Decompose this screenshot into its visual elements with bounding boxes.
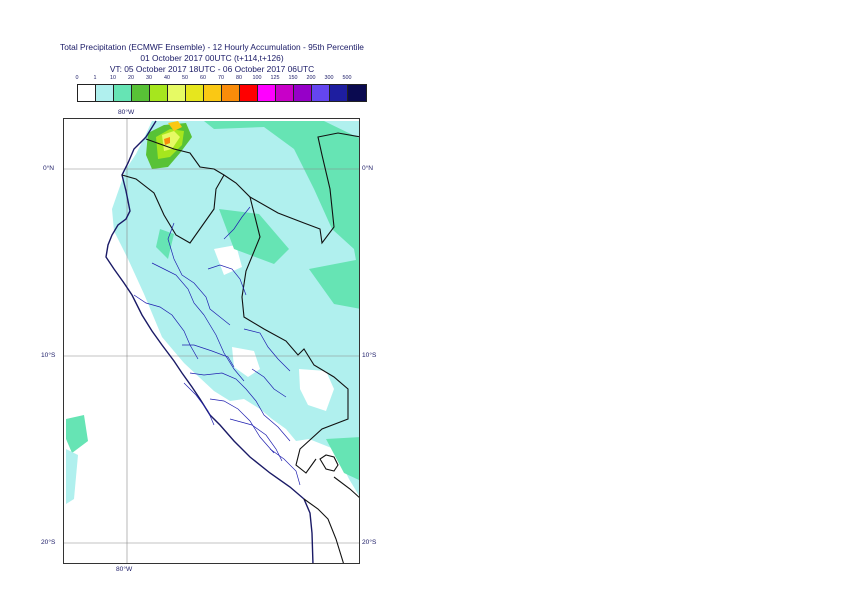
legend-swatch xyxy=(150,85,168,101)
lat-label-0-right: 0°N xyxy=(362,165,374,172)
legend-threshold-label: 200 xyxy=(306,75,316,81)
legend-swatch xyxy=(348,85,366,101)
legend-threshold-label: 40 xyxy=(164,75,170,81)
legend-threshold-label: 150 xyxy=(288,75,298,81)
legend-swatch xyxy=(312,85,330,101)
legend-threshold-label: 125 xyxy=(270,75,280,81)
legend-threshold-label: 80 xyxy=(236,75,242,81)
map-canvas xyxy=(64,119,359,563)
title-line-3: VT: 05 October 2017 18UTC - 06 October 2… xyxy=(109,63,315,74)
legend-color-bar xyxy=(77,84,367,102)
map-title-block: Total Precipitation (ECMWF Ensemble) - 1… xyxy=(0,42,424,74)
legend-swatch xyxy=(114,85,132,101)
legend-swatch xyxy=(294,85,312,101)
lon-label-bottom: 80°W xyxy=(116,566,133,573)
legend-swatch xyxy=(204,85,222,101)
legend-swatch xyxy=(186,85,204,101)
legend-threshold-label: 100 xyxy=(252,75,262,81)
lon-label-top: 80°W xyxy=(118,109,135,116)
regional-boundaries xyxy=(133,206,301,486)
coastline xyxy=(105,120,314,563)
legend-swatch xyxy=(330,85,348,101)
lat-label-20-left: 20°S xyxy=(41,539,56,546)
legend-swatch xyxy=(222,85,240,101)
precip-area-medium xyxy=(204,121,359,278)
legend-swatch xyxy=(258,85,276,101)
legend-threshold-label: 300 xyxy=(324,75,334,81)
legend-threshold-label: 10 xyxy=(110,75,116,81)
legend-swatch xyxy=(240,85,258,101)
legend-threshold-labels: 0 1 10 20 30 40 50 60 70 80 100 125 150 200 300 500 xyxy=(68,75,358,84)
legend-swatch xyxy=(276,85,294,101)
title-line-1: Total Precipitation (ECMWF Ensemble) - 1… xyxy=(60,42,364,52)
legend-threshold-label: 70 xyxy=(218,75,224,81)
precip-area-light xyxy=(112,121,359,496)
legend-threshold-label: 0 xyxy=(75,75,79,81)
lat-label-10-left: 10°S xyxy=(41,352,56,359)
legend-threshold-label: 1 xyxy=(93,75,97,81)
lat-label-0-left: 0°N xyxy=(43,165,55,172)
legend-threshold-label: 30 xyxy=(146,75,152,81)
legend-swatch xyxy=(132,85,150,101)
title-line-2: 01 October 2017 00UTC (t+114,t+126) xyxy=(140,52,284,63)
legend-swatch xyxy=(168,85,186,101)
legend-threshold-label: 60 xyxy=(200,75,206,81)
legend-threshold-label: 50 xyxy=(182,75,188,81)
lat-label-20-right: 20°S xyxy=(362,539,377,546)
legend-threshold-label: 500 xyxy=(342,75,352,81)
legend-swatch xyxy=(96,85,114,101)
lat-label-10-right: 10°S xyxy=(362,352,377,359)
legend-swatch xyxy=(78,85,96,101)
legend-threshold-label: 20 xyxy=(128,75,134,81)
map-frame xyxy=(63,118,360,564)
country-borders xyxy=(121,132,359,563)
